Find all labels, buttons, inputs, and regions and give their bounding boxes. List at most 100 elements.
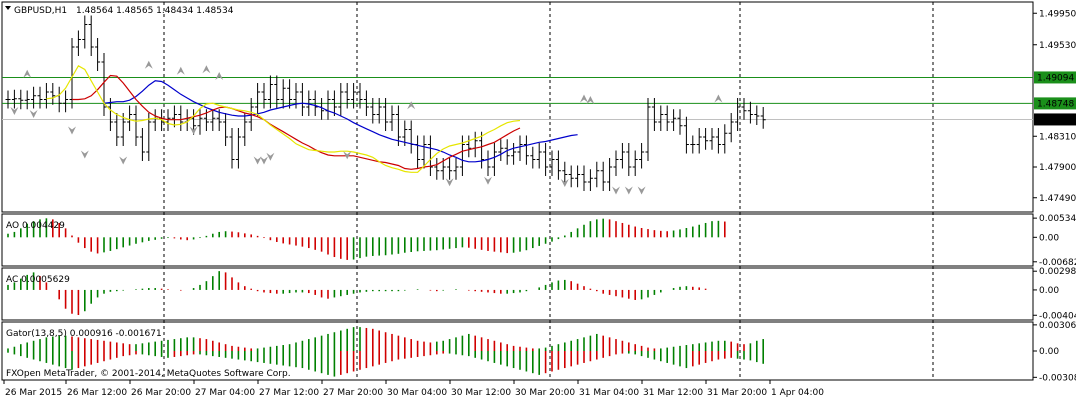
time-label: 26 Mar 12:00 bbox=[67, 388, 127, 398]
price-bar bbox=[747, 101, 753, 124]
price-bar bbox=[754, 105, 760, 125]
price-bar bbox=[677, 109, 683, 135]
axis-tick-label: 1.49530 bbox=[1039, 41, 1076, 51]
price-bar bbox=[703, 128, 709, 150]
axis-tick-label: 1.47490 bbox=[1039, 194, 1076, 204]
price-bar bbox=[383, 98, 389, 131]
price-bar bbox=[549, 150, 555, 176]
copyright-footer: FXOpen MetaTrader, © 2001-2014, MetaQuot… bbox=[6, 369, 291, 379]
price-bar bbox=[581, 165, 587, 191]
price-bar bbox=[120, 113, 126, 146]
ac-label: AC 0.0005629 bbox=[6, 275, 70, 285]
time-label: 31 Mar 20:00 bbox=[707, 388, 767, 398]
time-label: 27 Mar 20:00 bbox=[323, 388, 383, 398]
fractal-down-marker bbox=[10, 107, 19, 115]
price-bar bbox=[447, 158, 453, 180]
price-bar bbox=[722, 124, 728, 154]
gator-label: Gator(13,8,5) 0.000916 -0.001671 bbox=[6, 329, 162, 339]
price-bar bbox=[139, 128, 145, 161]
chart-symbol: GBPUSD,H1 bbox=[14, 6, 67, 16]
price-bar bbox=[696, 128, 702, 154]
price-pane-frame bbox=[1, 1, 1034, 213]
level-price-label: 1.48748 bbox=[1037, 99, 1074, 109]
time-label: 31 Mar 12:00 bbox=[643, 388, 703, 398]
price-bar bbox=[235, 128, 241, 169]
fractal-down-marker bbox=[266, 152, 275, 161]
fractal-down-marker bbox=[68, 126, 76, 135]
price-bar bbox=[274, 75, 280, 109]
price-bar bbox=[735, 98, 741, 131]
fractal-down-marker bbox=[484, 176, 492, 185]
price-bar bbox=[651, 98, 657, 131]
price-bar bbox=[223, 113, 229, 146]
price-bar bbox=[658, 105, 664, 131]
price-bar bbox=[389, 105, 395, 131]
price-bar bbox=[511, 143, 517, 165]
fractal-down-marker bbox=[80, 150, 89, 159]
price-bar bbox=[69, 38, 75, 109]
level-price-tag bbox=[1034, 71, 1076, 84]
price-bar bbox=[683, 116, 689, 154]
price-bar bbox=[357, 83, 363, 109]
price-bar bbox=[299, 83, 305, 116]
price-bar bbox=[370, 98, 376, 124]
fractal-up-marker bbox=[407, 101, 416, 110]
price-bar bbox=[101, 53, 107, 116]
axis-tick-label: -0.0040420 bbox=[1039, 311, 1076, 321]
fractal-down-marker bbox=[637, 186, 646, 195]
price-bar bbox=[530, 146, 536, 169]
ac-pane-frame bbox=[1, 267, 1034, 321]
price-bar bbox=[575, 165, 581, 188]
axis-tick-label: 1.49950 bbox=[1039, 9, 1076, 19]
fractal-up-marker bbox=[215, 72, 224, 80]
price-bar bbox=[568, 165, 574, 188]
price-bar bbox=[5, 90, 11, 109]
axis-tick-label: 0.005348 bbox=[1039, 214, 1076, 224]
price-bar bbox=[517, 135, 523, 161]
fractal-down-marker bbox=[29, 110, 38, 118]
price-bar bbox=[728, 113, 734, 143]
axis-tick-label: 0.00 bbox=[1039, 286, 1059, 296]
current-price-label: 1.48534 bbox=[1037, 115, 1074, 125]
price-bar bbox=[536, 143, 542, 169]
price-bar bbox=[543, 143, 549, 176]
price-bar bbox=[395, 105, 401, 146]
price-bar bbox=[504, 139, 510, 165]
price-bar bbox=[587, 169, 593, 191]
price-bar bbox=[523, 135, 529, 165]
price-bar bbox=[639, 143, 645, 169]
price-bar bbox=[427, 135, 433, 176]
price-bar bbox=[498, 139, 504, 161]
level-price-tag bbox=[1034, 97, 1076, 110]
ac-layer bbox=[7, 271, 707, 315]
axis-tick-label: 0.003064 bbox=[1039, 321, 1076, 331]
time-label: 26 Mar 20:00 bbox=[131, 388, 191, 398]
price-bar bbox=[82, 15, 88, 49]
price-bar bbox=[306, 90, 312, 116]
price-bar bbox=[613, 150, 619, 176]
axis-tick-label: 1.48310 bbox=[1039, 132, 1076, 142]
time-label: 31 Mar 04:00 bbox=[579, 388, 639, 398]
price-bar bbox=[632, 150, 638, 176]
alligator-lips-line bbox=[46, 64, 521, 173]
chart-ohlc: 1.48564 1.48565 1.48434 1.48534 bbox=[76, 6, 234, 16]
time-label: 26 Mar 2015 bbox=[5, 388, 62, 398]
fractal-down-marker bbox=[253, 156, 262, 165]
price-bar bbox=[24, 90, 30, 110]
price-bar bbox=[280, 79, 286, 109]
price-bar bbox=[664, 105, 670, 131]
alligator-teeth-line bbox=[72, 74, 521, 170]
price-bar bbox=[351, 83, 357, 109]
axis-tick-label: 0.00 bbox=[1039, 347, 1059, 357]
fractal-down-marker bbox=[343, 151, 352, 160]
price-bar bbox=[133, 105, 139, 146]
price-bar bbox=[114, 113, 120, 146]
price-bar bbox=[715, 128, 721, 154]
fractal-down-marker bbox=[612, 186, 620, 195]
dropdown-triangle-icon[interactable] bbox=[5, 6, 11, 10]
time-label: 30 Mar 04:00 bbox=[387, 388, 447, 398]
fractal-down-marker bbox=[119, 156, 128, 165]
alligator-jaw-line bbox=[103, 80, 578, 163]
